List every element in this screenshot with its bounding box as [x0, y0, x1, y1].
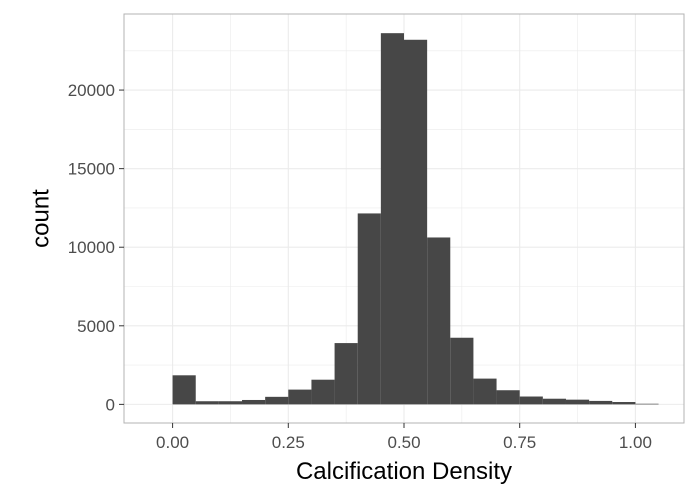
x-axis-ticks: 0.00 0.25 0.50 0.75 1.00 — [156, 423, 652, 452]
histogram-bar — [404, 39, 428, 405]
y-tick-label: 20000 — [68, 81, 115, 100]
histogram-bar — [427, 237, 451, 405]
x-tick-label: 0.25 — [272, 433, 305, 452]
x-tick-label: 0.00 — [156, 433, 189, 452]
histogram-bar — [496, 390, 520, 405]
histogram-bar — [635, 403, 659, 405]
x-tick-label: 0.75 — [503, 433, 536, 452]
x-tick-label: 0.50 — [387, 433, 420, 452]
histogram-bar — [242, 399, 266, 405]
histogram-bar — [357, 213, 381, 405]
histogram-bar — [288, 389, 312, 405]
y-tick-label: 15000 — [68, 160, 115, 179]
histogram-bar — [542, 398, 566, 405]
histogram-bars — [172, 33, 659, 405]
histogram-bar — [450, 337, 474, 405]
histogram-bar — [218, 401, 243, 405]
histogram-bar — [380, 33, 404, 405]
y-axis-title: count — [27, 189, 54, 248]
histogram-bar — [473, 378, 497, 405]
histogram-bar — [612, 402, 636, 405]
histogram-bar — [172, 375, 196, 405]
histogram-bar — [589, 400, 613, 405]
histogram-bar — [519, 396, 543, 405]
y-axis-ticks: 0 5000 10000 15000 20000 — [68, 81, 124, 414]
y-tick-label: 5000 — [77, 317, 115, 336]
histogram-bar — [565, 399, 590, 405]
y-tick-label: 10000 — [68, 238, 115, 257]
histogram-bar — [311, 379, 335, 405]
histogram-bar — [195, 401, 219, 405]
histogram-bar — [334, 343, 358, 405]
y-tick-label: 0 — [106, 395, 115, 414]
x-axis-title: Calcification Density — [296, 458, 512, 485]
histogram-bar — [265, 396, 289, 405]
x-tick-label: 1.00 — [619, 433, 652, 452]
